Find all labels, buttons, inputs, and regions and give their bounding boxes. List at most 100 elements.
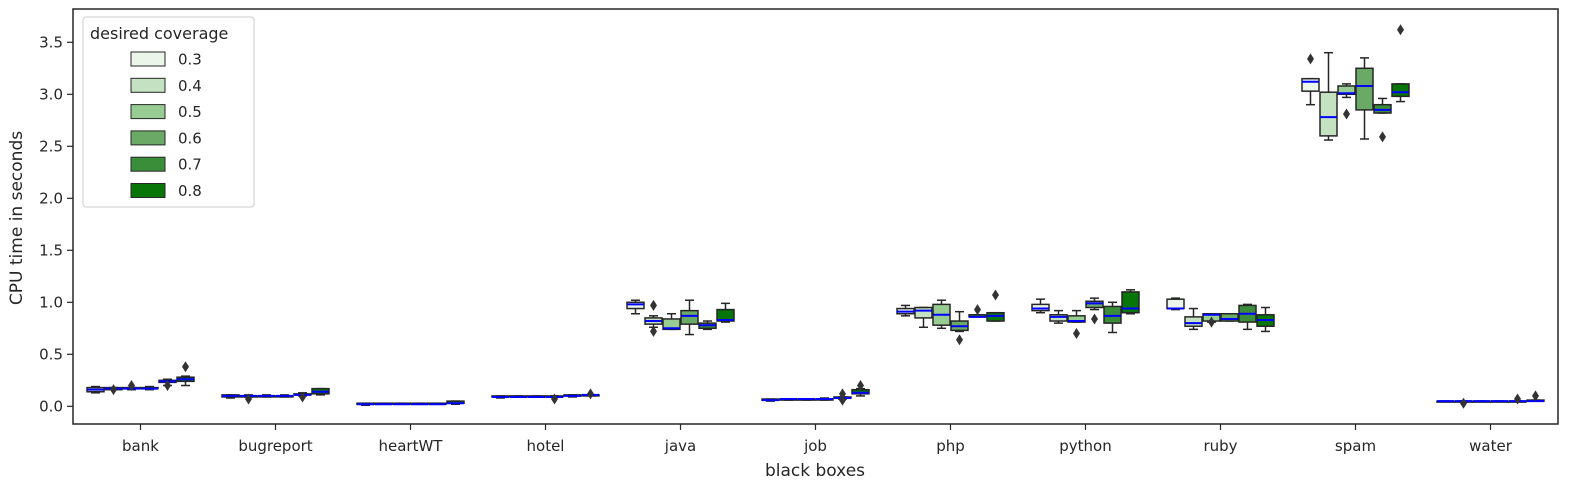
box-water-0.4 xyxy=(1454,397,1473,409)
box-java-0.3 xyxy=(626,299,645,315)
box-job-0.7 xyxy=(833,388,852,406)
legend-swatch-0.7 xyxy=(130,156,166,172)
legend-swatch-0.8 xyxy=(130,183,166,198)
legend: desired coverage 0.3 0.4 0.5 0.6 0.7 0.8 xyxy=(82,16,255,208)
outlier-point xyxy=(650,325,657,337)
box-spam-0.4 xyxy=(1319,51,1338,141)
legend-swatch-0.3 xyxy=(130,51,166,67)
outlier-point xyxy=(1208,316,1215,328)
legend-label-0.4: 0.4 xyxy=(178,77,202,95)
box-bank-0.8 xyxy=(176,361,195,387)
x-axis-label: black boxes xyxy=(765,461,865,481)
box-spam-0.5 xyxy=(1337,83,1356,120)
legend-swatch-0.6 xyxy=(130,130,166,146)
box-bank-0.6 xyxy=(140,385,159,391)
box-python-0.4 xyxy=(1049,309,1068,324)
x-tick-label: hotel xyxy=(527,437,565,455)
axes: 0.0 0.5 1.0 1.5 2.0 2.5 3.0 3.5 bank bugreport hea… xyxy=(39,8,1559,455)
box-bugreport-0.5 xyxy=(257,394,276,398)
box-bank-0.5 xyxy=(122,380,141,392)
legend-label-0.3: 0.3 xyxy=(178,51,202,69)
box-water-0.7 xyxy=(1508,393,1527,405)
box-java-0.6 xyxy=(680,299,699,336)
box-ruby-0.3 xyxy=(1166,297,1185,311)
box-php-0.8 xyxy=(986,289,1005,322)
outlier-point xyxy=(1091,313,1098,325)
box-body xyxy=(1067,315,1086,323)
box-java-0.5 xyxy=(662,312,681,331)
box-heartWT-0.7 xyxy=(428,402,447,406)
y-tick-label: 2.5 xyxy=(39,137,63,155)
x-tick-label: ruby xyxy=(1203,437,1237,455)
box-bank-0.3 xyxy=(86,385,105,394)
box-python-0.5 xyxy=(1067,309,1086,340)
box-ruby-0.5 xyxy=(1202,312,1221,328)
box-php-0.5 xyxy=(932,299,951,330)
box-body xyxy=(1373,103,1392,114)
box-job-0.4 xyxy=(779,398,798,401)
box-body xyxy=(1103,305,1122,324)
box-body xyxy=(914,306,933,319)
outlier-point xyxy=(1514,393,1521,405)
box-body xyxy=(1319,91,1338,137)
box-heartWT-0.8 xyxy=(446,400,465,405)
box-body xyxy=(626,301,645,310)
outlier-point xyxy=(1532,390,1539,402)
box-bank-0.7 xyxy=(158,378,177,392)
outlier-point xyxy=(1073,328,1080,340)
box-hotel-0.5 xyxy=(527,395,546,398)
y-tick-label: 3.0 xyxy=(39,85,63,103)
box-body xyxy=(680,309,699,325)
box-job-0.8 xyxy=(851,380,870,397)
outlier-point xyxy=(1379,131,1386,143)
outlier-point xyxy=(1397,24,1404,36)
box-php-0.7 xyxy=(968,304,987,318)
box-water-0.8 xyxy=(1526,390,1545,403)
box-python-0.8 xyxy=(1121,289,1140,315)
box-bugreport-0.4 xyxy=(239,393,258,405)
box-hotel-0.3 xyxy=(491,395,510,399)
box-job-0.5 xyxy=(797,398,816,401)
legend-swatch-0.5 xyxy=(130,104,166,120)
legend-label-0.7: 0.7 xyxy=(178,156,202,174)
y-tick-label: 1.5 xyxy=(39,241,63,259)
box-water-0.6 xyxy=(1490,400,1509,403)
outlier-point xyxy=(992,289,999,301)
box-body xyxy=(662,318,681,331)
box-java-0.7 xyxy=(698,320,717,331)
box-body xyxy=(1301,77,1320,92)
x-tick-label: java xyxy=(664,437,696,455)
box-body xyxy=(1184,316,1203,327)
box-body xyxy=(1049,314,1068,322)
box-python-0.6 xyxy=(1085,297,1104,325)
box-ruby-0.4 xyxy=(1184,307,1203,331)
outlier-point xyxy=(587,388,594,400)
box-heartWT-0.6 xyxy=(410,402,429,406)
x-tick-label: bugreport xyxy=(238,437,312,455)
box-spam-0.6 xyxy=(1355,57,1374,140)
outlier-point xyxy=(110,384,117,396)
box-heartWT-0.5 xyxy=(392,402,411,406)
x-tick-label: job xyxy=(803,437,827,455)
outlier-point xyxy=(956,334,963,346)
y-tick-label: 1.0 xyxy=(39,293,63,311)
box-hotel-0.4 xyxy=(509,395,528,398)
x-tick-label: water xyxy=(1469,437,1513,455)
legend-swatch-0.4 xyxy=(130,77,166,93)
box-ruby-0.6 xyxy=(1220,312,1239,322)
outlier-point xyxy=(974,304,981,316)
box-ruby-0.7 xyxy=(1238,303,1257,331)
y-tick-label: 0.0 xyxy=(39,397,63,415)
outlier-point xyxy=(128,380,135,392)
box-body xyxy=(716,308,735,322)
legend-label-0.8: 0.8 xyxy=(178,182,202,200)
x-tick-label: php xyxy=(936,437,965,455)
box-groups xyxy=(86,24,1545,409)
outlier-point xyxy=(839,388,846,400)
box-bank-0.4 xyxy=(104,384,123,396)
x-tick-label: heartWT xyxy=(379,437,444,455)
box-php-0.6 xyxy=(950,310,969,346)
box-body xyxy=(1085,300,1104,309)
y-tick-label: 2.0 xyxy=(39,189,63,207)
box-python-0.3 xyxy=(1031,298,1050,314)
